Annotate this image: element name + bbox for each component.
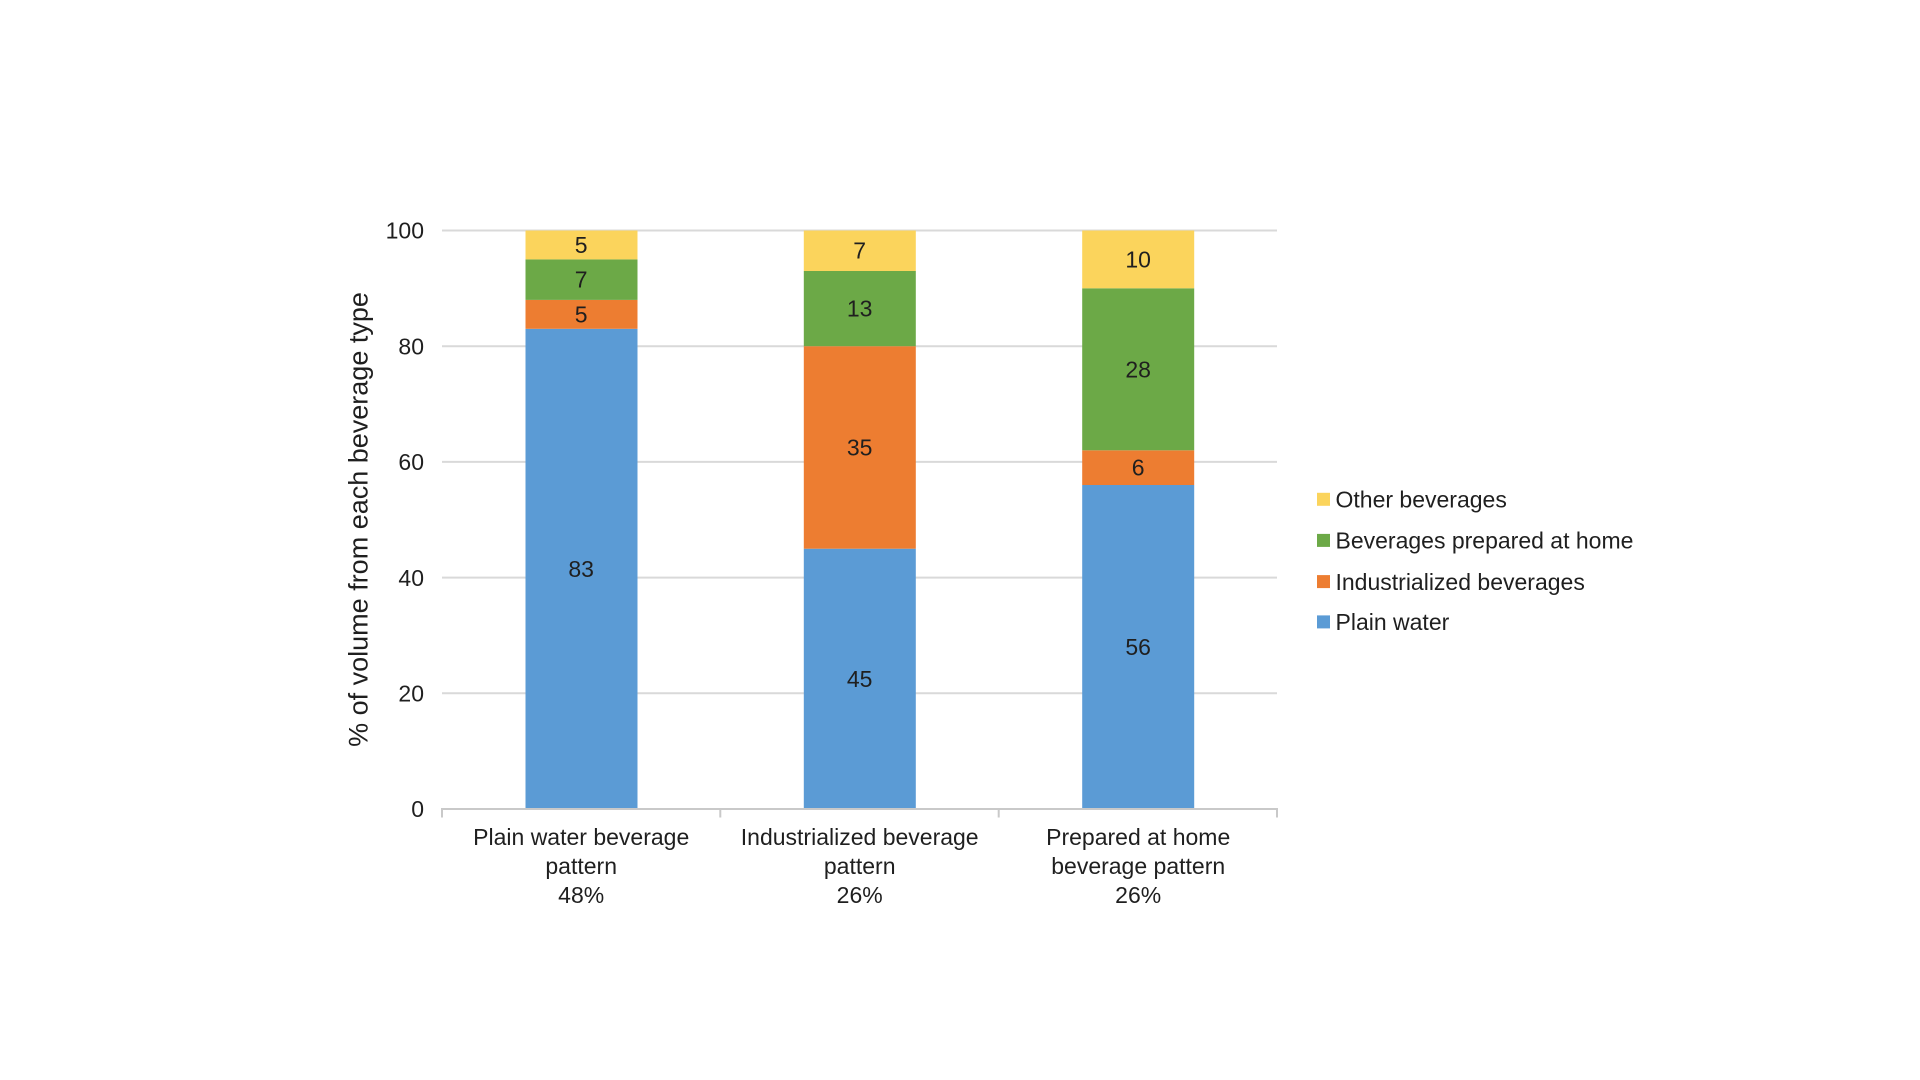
svg-text:6: 6 [1132,455,1145,481]
svg-text:13: 13 [847,296,873,322]
svg-text:60: 60 [398,449,424,475]
svg-text:0: 0 [411,796,424,822]
svg-text:7: 7 [575,267,588,293]
svg-text:Plain water beverage: Plain water beverage [473,824,689,850]
svg-text:80: 80 [398,333,424,359]
svg-text:83: 83 [568,556,594,582]
svg-text:35: 35 [847,434,873,460]
svg-text:100: 100 [386,218,424,244]
svg-text:45: 45 [847,666,873,692]
svg-text:20: 20 [398,681,424,707]
svg-text:28: 28 [1125,356,1151,382]
svg-text:5: 5 [575,301,588,327]
svg-text:% of volume from each beverage: % of volume from each beverage type [344,292,374,747]
svg-text:48%: 48% [558,882,604,908]
svg-text:pattern: pattern [824,853,896,879]
svg-text:pattern: pattern [545,853,617,879]
svg-text:26%: 26% [837,882,883,908]
svg-text:40: 40 [398,565,424,591]
svg-text:Plain water: Plain water [1336,609,1450,635]
svg-text:Beverages prepared at home: Beverages prepared at home [1336,528,1634,554]
svg-text:Prepared at home: Prepared at home [1046,824,1230,850]
svg-text:26%: 26% [1115,882,1161,908]
svg-text:10: 10 [1125,246,1151,272]
svg-text:56: 56 [1125,634,1151,660]
svg-text:Industrialized beverage: Industrialized beverage [741,824,979,850]
svg-text:beverage pattern: beverage pattern [1051,853,1225,879]
svg-text:Other beverages: Other beverages [1336,487,1507,513]
svg-text:Industrialized beverages: Industrialized beverages [1336,569,1585,595]
svg-text:7: 7 [853,238,866,264]
svg-text:5: 5 [575,232,588,258]
